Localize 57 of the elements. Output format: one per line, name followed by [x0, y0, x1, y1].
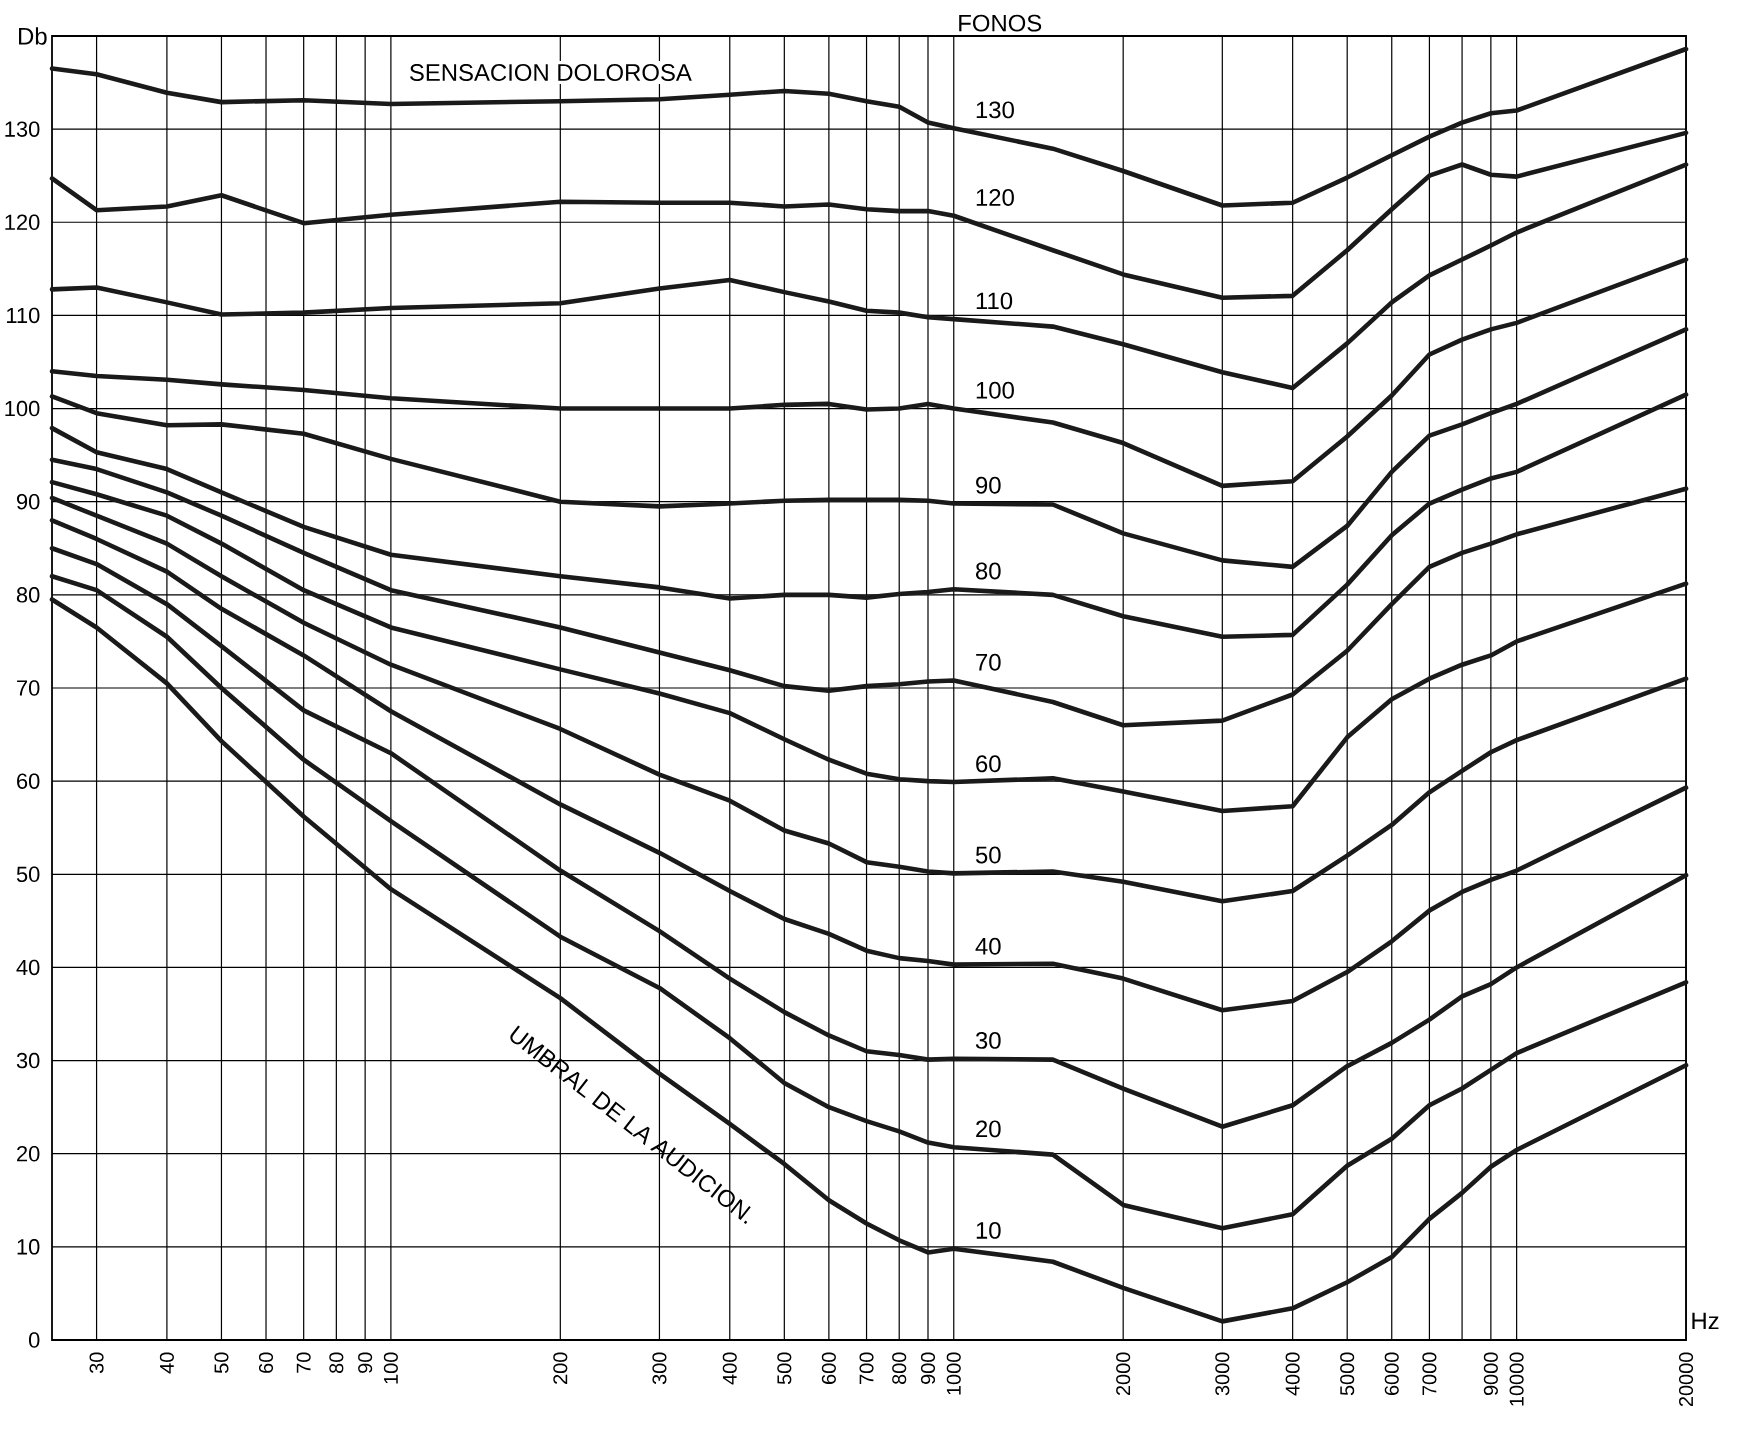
x-tick-label: 300 — [652, 1352, 667, 1385]
x-tick-label: 1000 — [946, 1352, 961, 1395]
series-label: 30 — [975, 1031, 1001, 1049]
y-axis-title: Db — [19, 27, 47, 45]
y-tick-label: 80 — [16, 587, 40, 603]
series-label: 40 — [975, 937, 1001, 955]
x-tick-label: 70 — [296, 1352, 311, 1373]
x-tick-label: 9000 — [1483, 1352, 1498, 1396]
x-tick-label: 4000 — [1285, 1352, 1300, 1396]
y-tick-label: 20 — [17, 1145, 40, 1162]
series-label: 70 — [976, 653, 1001, 671]
x-tick-label: 90 — [358, 1352, 373, 1373]
x-tick-label: 30 — [89, 1352, 104, 1374]
y-tick-label: 30 — [16, 1052, 40, 1069]
x-tick-label: 400 — [722, 1352, 737, 1385]
x-tick-label: 100 — [383, 1352, 398, 1384]
x-tick-label: 200 — [553, 1352, 568, 1384]
x-tick-label: 80 — [329, 1352, 344, 1373]
series-label: 80 — [976, 562, 1001, 580]
x-tick-label: 3000 — [1215, 1352, 1230, 1396]
x-tick-label: 800 — [892, 1352, 907, 1385]
x-tick-label: 5000 — [1340, 1352, 1355, 1396]
x-tick-label: 900 — [920, 1352, 936, 1384]
series-label: 110 — [976, 292, 1013, 310]
x-tick-label: 10000 — [1509, 1352, 1524, 1406]
y-tick-label: 40 — [16, 959, 40, 976]
series-label: 100 — [976, 381, 1014, 399]
x-tick-label: 7000 — [1422, 1352, 1437, 1395]
series-label: 20 — [976, 1120, 1001, 1138]
series-label: 90 — [976, 476, 1001, 494]
series-label: 50 — [975, 846, 1001, 864]
x-tick-label: 600 — [821, 1352, 836, 1384]
x-tick-label: 20000 — [1679, 1352, 1694, 1407]
chart-title: FONOS — [959, 14, 1042, 32]
y-tick-label: 70 — [17, 680, 40, 696]
x-tick-label: 2000 — [1116, 1352, 1131, 1396]
series-label: 120 — [976, 188, 1014, 206]
y-tick-label: 60 — [17, 773, 40, 789]
x-axis-title: Hz — [1692, 1312, 1719, 1330]
annotation: SENSACION DOLOROSA — [409, 64, 692, 81]
y-tick-label: 0 — [28, 1332, 40, 1348]
y-tick-label: 110 — [7, 307, 40, 324]
y-tick-label: 10 — [17, 1239, 40, 1255]
x-tick-label: 6000 — [1384, 1352, 1399, 1396]
y-tick-label: 50 — [16, 866, 40, 883]
y-tick-label: 100 — [5, 400, 40, 417]
y-tick-label: 130 — [5, 121, 40, 137]
y-tick-label: 90 — [16, 493, 40, 510]
series-label: 130 — [976, 101, 1014, 119]
x-tick-label: 500 — [777, 1352, 792, 1385]
x-tick-label: 700 — [859, 1352, 874, 1384]
x-tick-label: 40 — [159, 1352, 174, 1374]
x-tick-label: 50 — [214, 1352, 229, 1374]
y-tick-label: 120 — [5, 214, 40, 231]
series-label: 60 — [976, 755, 1001, 773]
series-label: 10 — [976, 1221, 1001, 1239]
x-tick-label: 60 — [258, 1352, 274, 1373]
